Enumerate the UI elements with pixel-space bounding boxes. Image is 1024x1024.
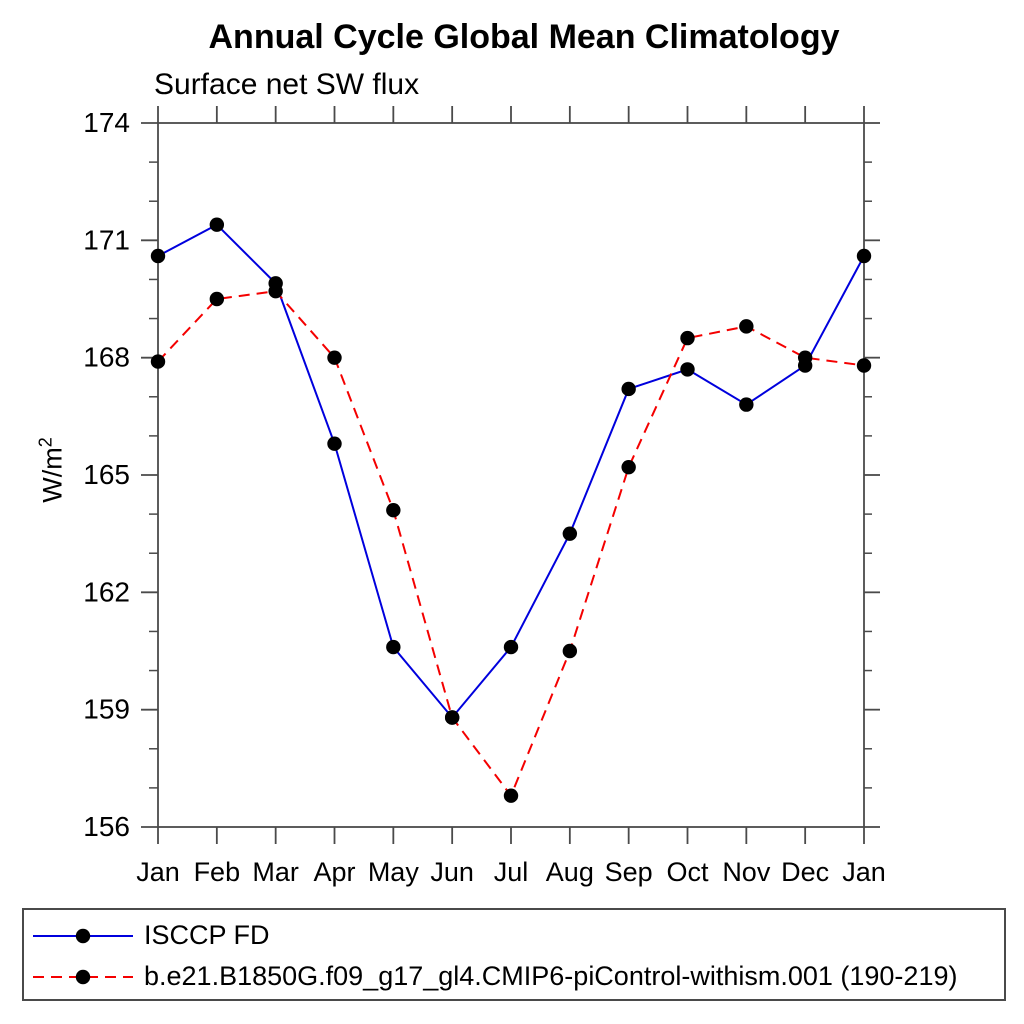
y-axis-ticks: 156 159 162 165 168 171 174: [83, 107, 880, 842]
legend-box: ISCCP FD b.e21.B1850G.f09_g17_gl4.CMIP6-…: [22, 908, 1006, 1001]
legend-item-model: b.e21.B1850G.f09_g17_gl4.CMIP6-piControl…: [29, 956, 1004, 997]
legend-line-sample-solid: [33, 928, 133, 943]
svg-text:Mar: Mar: [252, 857, 299, 887]
legend-label-model: b.e21.B1850G.f09_g17_gl4.CMIP6-piControl…: [144, 961, 958, 991]
legend-item-isccp: ISCCP FD: [29, 915, 1004, 956]
svg-text:Oct: Oct: [666, 857, 709, 887]
svg-text:156: 156: [83, 811, 130, 842]
svg-text:Jan: Jan: [842, 857, 886, 887]
svg-text:171: 171: [83, 224, 130, 255]
svg-text:174: 174: [83, 107, 130, 138]
series-markers-0: [150, 217, 872, 725]
svg-text:Apr: Apr: [313, 857, 355, 887]
svg-text:162: 162: [83, 576, 130, 607]
series-markers-1: [150, 283, 872, 803]
series-line-1: [157, 290, 865, 798]
svg-text:Sep: Sep: [605, 857, 653, 887]
legend-label-isccp: ISCCP FD: [144, 920, 270, 950]
svg-text:May: May: [368, 857, 420, 887]
chart-subtitle: Surface net SW flux: [154, 68, 420, 101]
svg-text:168: 168: [83, 342, 130, 373]
svg-text:Dec: Dec: [781, 857, 829, 887]
svg-text:Nov: Nov: [722, 857, 771, 887]
svg-text:Jun: Jun: [430, 857, 474, 887]
svg-text:Feb: Feb: [194, 857, 241, 887]
axis-box: [157, 122, 865, 828]
svg-text:Jan: Jan: [136, 857, 180, 887]
chart-title: Annual Cycle Global Mean Climatology: [208, 18, 840, 56]
svg-text:Aug: Aug: [546, 857, 594, 887]
svg-text:Jul: Jul: [494, 857, 529, 887]
x-axis-ticks: Jan Feb Mar Apr May Jun Jul Aug Sep Oct Nov Dec Jan: [136, 106, 886, 887]
svg-text:159: 159: [83, 694, 130, 725]
legend-line-sample-dashed: [33, 969, 133, 984]
svg-text:165: 165: [83, 459, 130, 490]
